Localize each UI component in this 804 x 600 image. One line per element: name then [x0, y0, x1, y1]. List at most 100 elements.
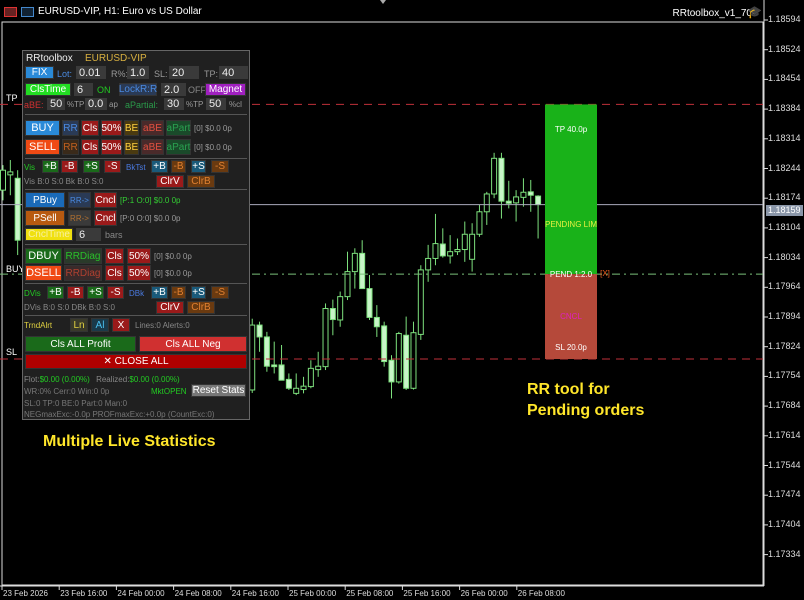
buy-half-button[interactable]: 50% [101, 120, 122, 136]
sell-apart-button[interactable]: aPart [166, 139, 191, 155]
psell-rr-button[interactable]: RR-> [68, 210, 91, 226]
buy-button[interactable]: BUY [25, 120, 60, 136]
one-click-trading-icon[interactable] [21, 6, 34, 17]
risk-input[interactable]: 1.0 [127, 66, 149, 79]
sell-cls-button[interactable]: Cls [81, 139, 99, 155]
lockrr-button[interactable]: LockR:R [118, 83, 158, 96]
dsell-cls-button[interactable]: Cls [105, 265, 124, 281]
clstime-input[interactable]: 6 [74, 83, 93, 96]
dsell-rrdiag-button[interactable]: RRDiag [64, 265, 102, 281]
close-all-button[interactable]: ✕ CLOSE ALL [25, 354, 247, 369]
graduation-cap-icon: 🎓 [747, 5, 762, 19]
price-tick-label: 1.18594 [768, 14, 801, 24]
sell-rr-button[interactable]: RR [62, 139, 79, 155]
dvis-minus-s-button[interactable]: -S [107, 286, 124, 299]
candle-bearish [403, 334, 410, 389]
dbk-minus-s-button[interactable]: -S [211, 286, 229, 299]
abe-pips-input[interactable]: 0.0 [85, 98, 107, 110]
pending-buy-button[interactable]: PBuy [25, 192, 65, 208]
candle-bullish [425, 257, 432, 271]
sell-abe-button[interactable]: aBE [141, 139, 164, 155]
lot-input[interactable]: 0.01 [76, 66, 106, 79]
buy-be-button[interactable]: BE [124, 120, 139, 136]
cncltime-input[interactable]: 6 [76, 228, 101, 241]
lot-label: Lot: [57, 69, 73, 79]
lockrr-input[interactable]: 2.0 [161, 83, 186, 96]
chart-title-bar: EURUSD-VIP, H1: Euro vs US Dollar [4, 6, 202, 17]
candle-bearish [505, 200, 512, 204]
vis-plus-b-button[interactable]: +B [42, 160, 59, 173]
vis-stats: Vis B:0 S:0 Bk B:0 S:0 [24, 177, 104, 186]
candle-bullish [483, 193, 490, 213]
buy-rr-button[interactable]: RR [62, 120, 79, 136]
vis-minus-s-button[interactable]: -S [104, 160, 121, 173]
dvis-label: DVis [24, 289, 41, 298]
apartial-tp-input[interactable]: 30 [164, 98, 184, 110]
dbuy-button[interactable]: DBUY [25, 248, 62, 264]
pbuy-cancel-button[interactable]: Cncl [94, 192, 117, 208]
bk-minus-b-button[interactable]: -B [171, 160, 186, 173]
chart-menu-icon[interactable] [4, 6, 17, 17]
rr-close-button[interactable]: [X] [600, 269, 610, 279]
apartial-cl-input[interactable]: 50 [206, 98, 226, 110]
candle-bearish [366, 288, 373, 318]
price-tick-label: 1.17614 [768, 429, 801, 440]
annotation-right-line2: Pending orders [527, 402, 645, 419]
trend-line-button[interactable]: Ln [70, 318, 88, 332]
dbk-plus-s-button[interactable]: +S [191, 286, 206, 299]
close-all-profit-button[interactable]: Cls ALL Profit [25, 336, 136, 352]
fix-button[interactable]: FIX [25, 66, 54, 79]
dbuy-cls-button[interactable]: Cls [105, 248, 124, 264]
cncltime-button[interactable]: CnclTime [25, 228, 73, 241]
buy-abe-button[interactable]: aBE [141, 120, 164, 136]
dsell-button[interactable]: DSELL [25, 265, 62, 281]
sell-button[interactable]: SELL [25, 139, 60, 155]
bars-label: bars [105, 230, 123, 240]
candle-bearish [285, 378, 292, 389]
dvis-minus-b-button[interactable]: -B [67, 286, 84, 299]
abe-input[interactable]: 50 [47, 98, 65, 110]
vis-minus-b-button[interactable]: -B [61, 160, 78, 173]
dclear-vis-button[interactable]: ClrV [156, 301, 184, 314]
pending-sell-button[interactable]: PSell [25, 210, 65, 226]
bk-minus-s-button[interactable]: -S [211, 160, 229, 173]
bk-plus-s-button[interactable]: +S [191, 160, 206, 173]
rr-profit-zone [545, 104, 597, 275]
dsell-half-button[interactable]: 50% [127, 265, 151, 281]
dvis-plus-b-button[interactable]: +B [47, 286, 64, 299]
dbk-plus-b-button[interactable]: +B [151, 286, 168, 299]
dvis-plus-s-button[interactable]: +S [87, 286, 104, 299]
sl-input[interactable]: 20 [169, 66, 199, 79]
candle-bearish [373, 316, 380, 328]
dbk-minus-b-button[interactable]: -B [171, 286, 186, 299]
price-tick-label: 1.18524 [768, 43, 801, 54]
vis-plus-s-button[interactable]: +S [83, 160, 100, 173]
dbuy-half-button[interactable]: 50% [127, 248, 151, 264]
candle-bearish [535, 195, 542, 206]
bk-plus-b-button[interactable]: +B [151, 160, 168, 173]
tp-input[interactable]: 40 [219, 66, 248, 79]
dclear-bk-button[interactable]: ClrB [187, 301, 215, 314]
sell-half-button[interactable]: 50% [101, 139, 122, 155]
price-tick-label: 1.17474 [768, 489, 801, 500]
clear-vis-button[interactable]: ClrV [156, 175, 184, 188]
remove-alerts-button[interactable]: X [112, 318, 130, 332]
buy-cls-button[interactable]: Cls [81, 120, 99, 136]
clear-bk-button[interactable]: ClrB [187, 175, 215, 188]
price-tick-label: 1.17684 [768, 400, 801, 411]
dvis-stats: DVis B:0 S:0 DBk B:0 S:0 [24, 303, 116, 312]
buy-apart-button[interactable]: aPart [166, 120, 191, 136]
clstime-button[interactable]: ClsTime [25, 83, 71, 96]
dbuy-rrdiag-button[interactable]: RRDiag [64, 248, 102, 264]
magnet-button[interactable]: Magnet [205, 83, 246, 96]
alert-button[interactable]: Al [91, 318, 109, 332]
sell-be-button[interactable]: BE [124, 139, 139, 155]
price-tick-label: 1.18454 [768, 73, 801, 84]
close-all-negative-button[interactable]: Cls ALL Neg [139, 336, 247, 352]
dsell-stats: [0] $0.0 0p [154, 269, 192, 278]
pbuy-rr-button[interactable]: RR-> [68, 192, 91, 208]
apartial-label: aPartial: [125, 100, 159, 110]
reset-stats-button[interactable]: Reset Stats [191, 384, 246, 397]
psell-cancel-button[interactable]: Cncl [94, 210, 117, 226]
candle-bearish [381, 325, 388, 363]
